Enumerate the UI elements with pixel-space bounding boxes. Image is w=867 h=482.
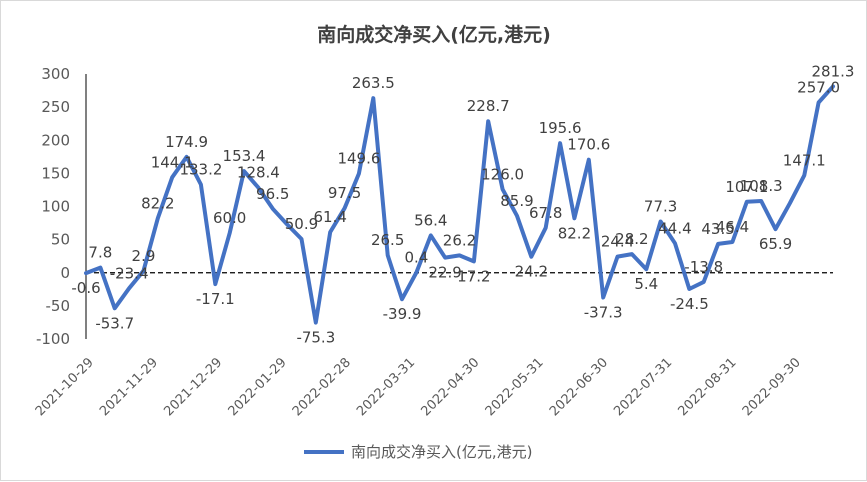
data-label: 147.1 <box>783 151 826 169</box>
data-label: -53.7 <box>95 314 134 332</box>
data-label: 263.5 <box>352 74 395 92</box>
data-label: 28.2 <box>615 230 648 248</box>
y-axis: 300 250 200 150 100 50 0 -50 -100 <box>36 65 70 348</box>
data-label: 5.4 <box>634 275 658 293</box>
data-label: 281.3 <box>812 62 855 80</box>
data-label: 22.9 <box>428 264 461 282</box>
data-label: 44.4 <box>658 219 691 237</box>
data-label: 0.4 <box>404 248 428 266</box>
x-tick-label: 2022-06-30 <box>547 355 611 419</box>
legend-label: 南向成交净买入(亿元,港元) <box>351 443 532 461</box>
data-label: -17.1 <box>196 290 235 308</box>
x-tick-label: 2022-07-31 <box>611 355 675 419</box>
data-label: 195.6 <box>539 119 582 137</box>
data-label: 26.5 <box>371 231 404 249</box>
data-label: 50.9 <box>285 215 318 233</box>
data-label: 170.6 <box>567 136 610 154</box>
data-label: 67.8 <box>529 204 562 222</box>
data-label: -13.8 <box>684 258 723 276</box>
data-label: 108.3 <box>740 177 783 195</box>
y-tick-label: -50 <box>46 297 71 315</box>
data-label: -75.3 <box>296 329 335 347</box>
x-axis: 2021-10-29 2021-11-29 2021-12-29 2022-01-29… <box>33 355 804 419</box>
data-label: 228.7 <box>467 97 510 115</box>
data-label: 17.2 <box>457 267 490 285</box>
data-label: 128.4 <box>237 164 280 182</box>
y-tick-label: 250 <box>41 98 70 116</box>
data-label: -23.4 <box>110 264 149 282</box>
data-label: -39.9 <box>383 305 422 323</box>
data-label: 24.2 <box>515 263 548 281</box>
x-tick-label: 2022-05-31 <box>483 355 547 419</box>
y-tick-label: 0 <box>60 264 70 282</box>
data-label: 82.2 <box>558 224 591 242</box>
data-label: 65.9 <box>759 235 792 253</box>
data-label: 26.2 <box>443 231 476 249</box>
data-label: 107.1 <box>725 178 768 196</box>
data-label: 174.9 <box>165 133 208 151</box>
data-label: 96.5 <box>256 185 289 203</box>
x-tick-label: 2021-12-29 <box>161 355 225 419</box>
data-label: 85.9 <box>500 192 533 210</box>
y-tick-label: 50 <box>51 231 70 249</box>
legend: 南向成交净买入(亿元,港元) <box>304 443 532 461</box>
series-line <box>84 84 835 325</box>
data-label: 7.8 <box>88 244 112 262</box>
x-tick-label: 2022-09-30 <box>740 355 804 419</box>
x-tick-label: 2022-03-31 <box>354 355 418 419</box>
data-label: 153.4 <box>223 147 266 165</box>
data-label: 126.0 <box>481 165 524 183</box>
data-label: 46.4 <box>716 218 749 236</box>
data-labels: -0.6 7.8 -53.7 -23.42.9 82.2 144.1 174.9 133.2 -… <box>71 62 854 346</box>
data-label: -24.5 <box>670 295 709 313</box>
x-tick-label: 2022-04-30 <box>418 355 482 419</box>
y-tick-label: 300 <box>41 65 70 83</box>
x-tick-label: 2022-01-29 <box>226 355 290 419</box>
data-label: 133.2 <box>179 161 222 179</box>
data-label: 257.0 <box>797 78 840 96</box>
data-label: 56.4 <box>414 211 447 229</box>
data-label: -0.6 <box>71 279 100 297</box>
data-label: 43.5 <box>701 220 734 238</box>
x-tick-label: 2022-02-28 <box>290 355 354 419</box>
data-label: 2.9 <box>132 247 156 265</box>
data-label: 24.4 <box>601 233 634 251</box>
chart-title: 南向成交净买入(亿元,港元) <box>317 23 551 46</box>
data-label: 60.0 <box>213 209 246 227</box>
x-tick-label: 2021-10-29 <box>33 355 97 419</box>
x-tick-label: 2021-11-29 <box>97 355 161 419</box>
y-tick-label: 200 <box>41 131 70 149</box>
y-tick-label: 100 <box>41 198 70 216</box>
data-label: 97.5 <box>328 184 361 202</box>
data-label: 61.4 <box>314 208 347 226</box>
data-label: -37.3 <box>584 303 623 321</box>
y-tick-label: -100 <box>36 330 70 348</box>
data-label: 149.6 <box>337 150 380 168</box>
y-tick-label: 150 <box>41 164 70 182</box>
data-label: 144.1 <box>151 153 194 171</box>
data-label: 77.3 <box>644 198 677 216</box>
x-tick-label: 2022-08-31 <box>676 355 740 419</box>
data-label: 82.2 <box>141 194 174 212</box>
